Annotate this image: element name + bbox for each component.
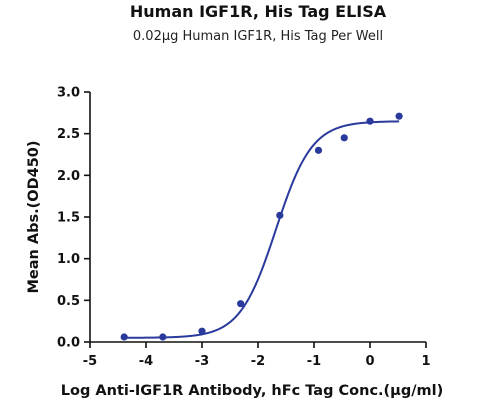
data-point: [366, 117, 374, 125]
data-point: [159, 333, 167, 341]
x-axis-ticks: -5 -4 -3 -2 -1 0 1: [83, 342, 431, 369]
x-tick-label: -1: [307, 354, 321, 369]
data-points: [120, 112, 403, 341]
data-point: [395, 112, 403, 120]
plot-area: -5 -4 -3 -2 -1 0 1 0.0 0.5 1.0 1.5 2.0 2.5 3.0: [57, 86, 431, 370]
x-tick-label: -3: [195, 354, 209, 369]
y-tick-label: 2.5: [57, 127, 80, 142]
chart-title: Human IGF1R, His Tag ELISA: [130, 2, 387, 21]
x-tick-label: -5: [83, 354, 97, 369]
y-tick-label: 0.5: [57, 294, 80, 309]
data-point: [340, 134, 348, 142]
fit-curve: [124, 120, 400, 339]
y-axis-ticks: 0.0 0.5 1.0 1.5 2.0 2.5 3.0: [57, 86, 90, 351]
chart-subtitle: 0.02µg Human IGF1R, His Tag Per Well: [133, 29, 383, 44]
x-axis-title: Log Anti-IGF1R Antibody, hFc Tag Conc.(µ…: [61, 383, 443, 399]
data-point: [120, 333, 128, 341]
x-tick-label: -2: [251, 354, 265, 369]
y-tick-label: 3.0: [57, 86, 80, 101]
data-point: [276, 211, 284, 219]
y-tick-label: 1.5: [57, 211, 80, 226]
y-tick-label: 0.0: [57, 336, 80, 351]
data-point: [314, 146, 323, 154]
x-tick-label: 0: [365, 354, 374, 369]
x-tick-label: 1: [421, 354, 430, 369]
y-tick-label: 1.0: [57, 252, 80, 267]
x-tick-label: -4: [139, 354, 153, 369]
data-point: [237, 300, 245, 308]
data-point: [198, 327, 206, 335]
y-tick-label: 2.0: [57, 169, 80, 184]
y-axis-title: Mean Abs.(OD450): [26, 140, 42, 293]
